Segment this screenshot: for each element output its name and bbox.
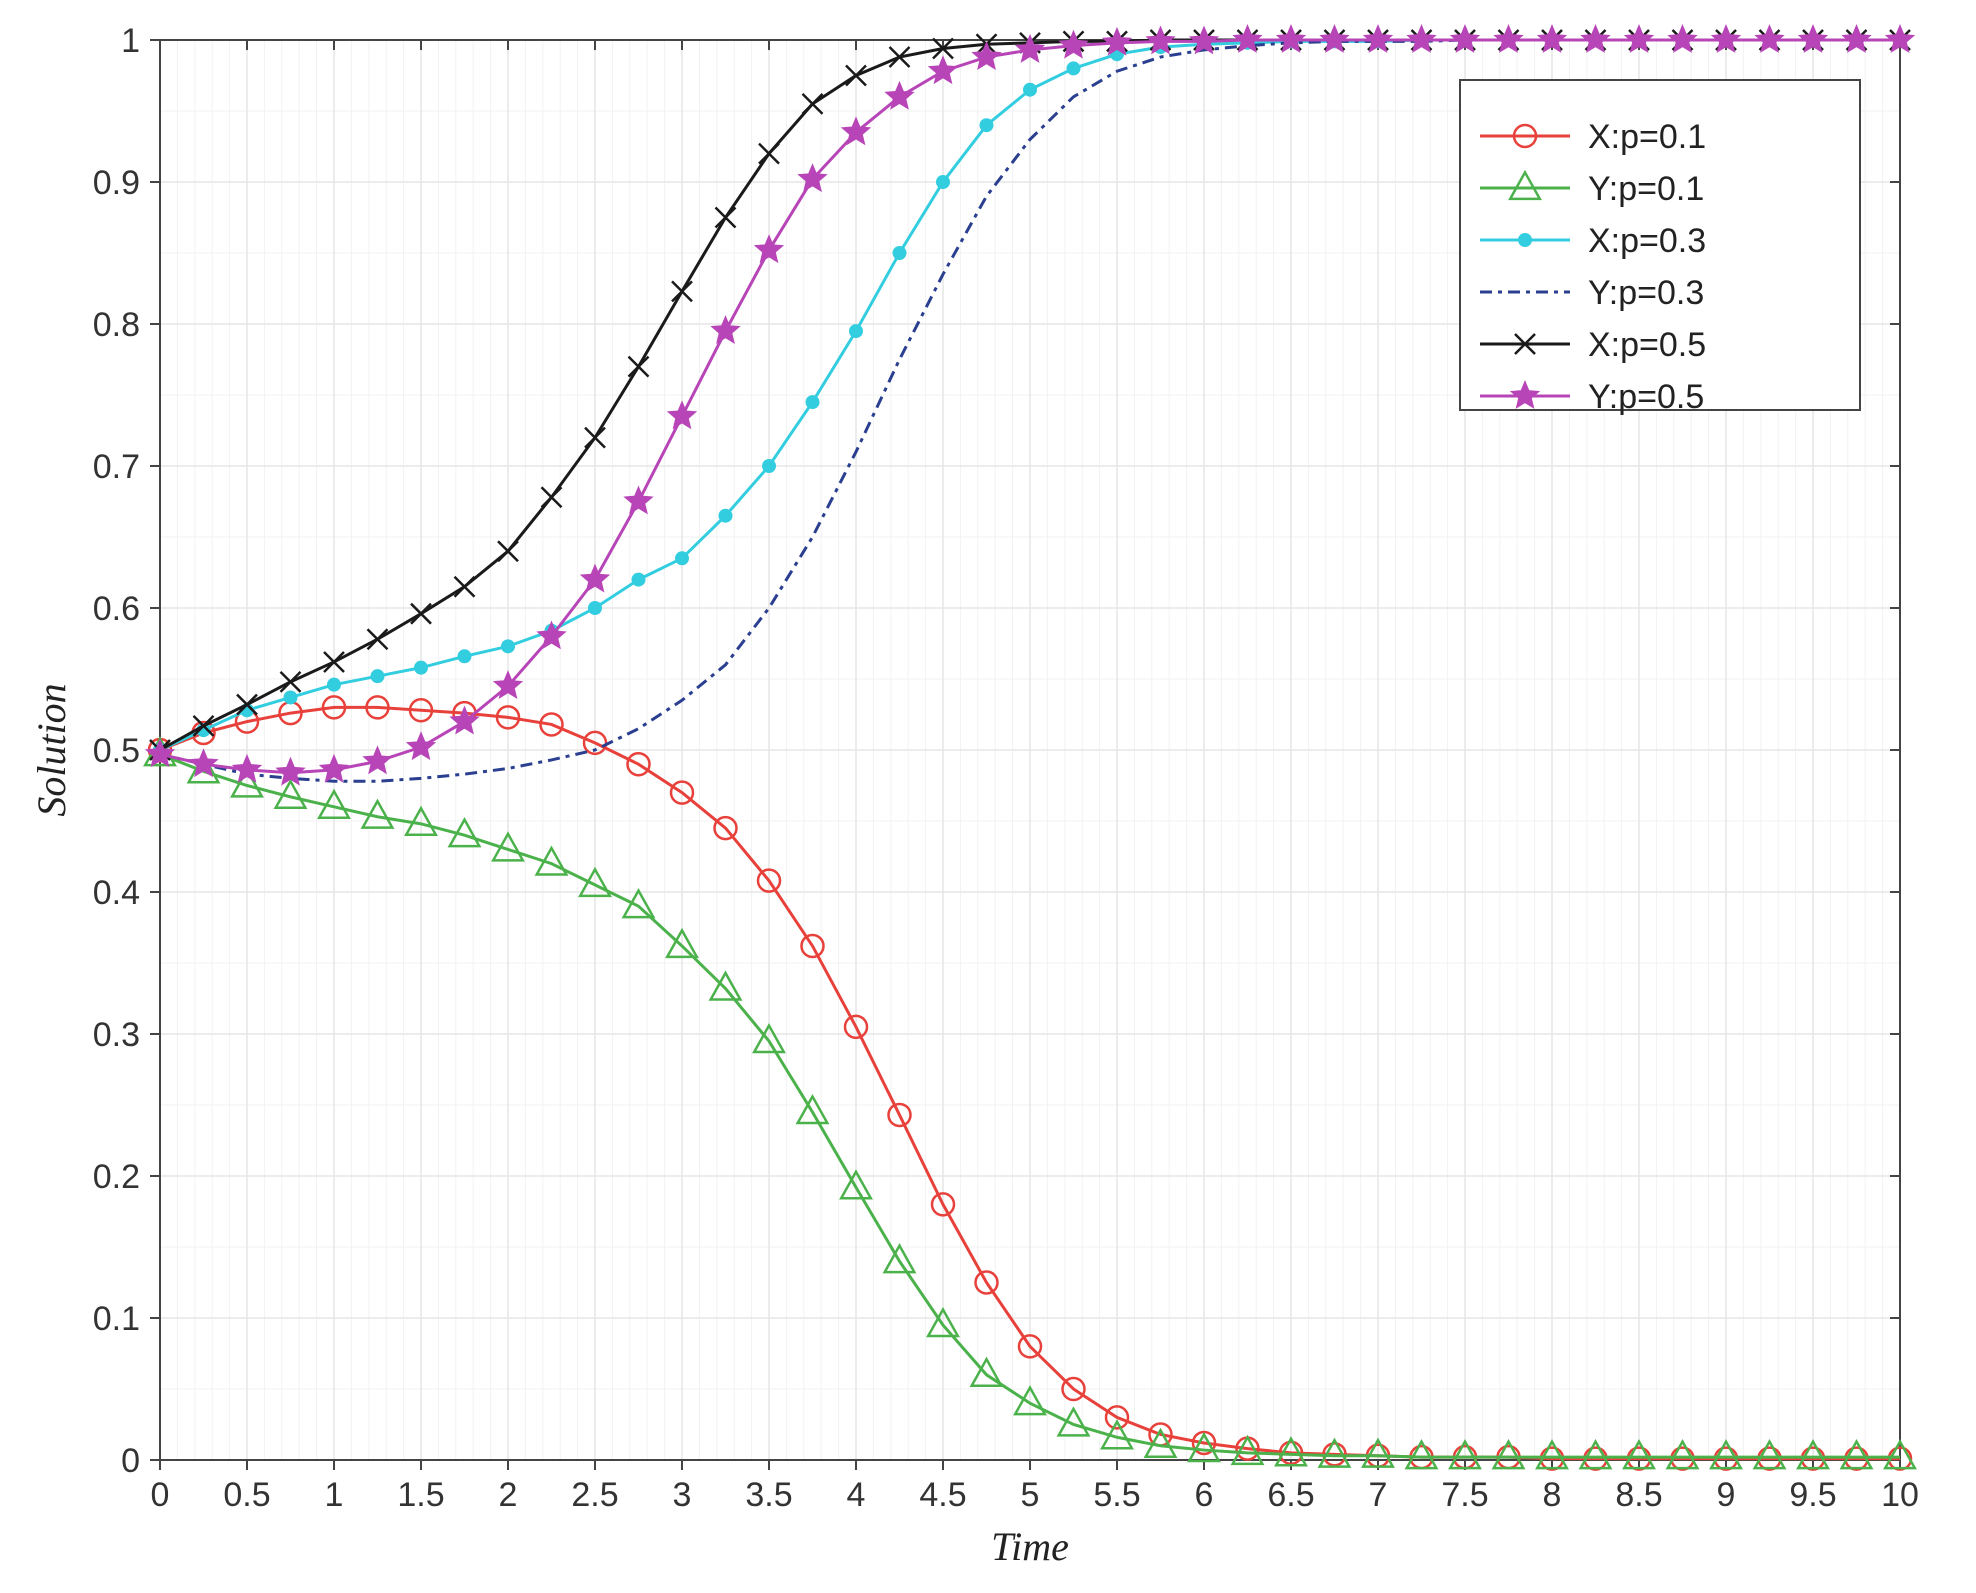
x-tick-label: 0.5 <box>223 1476 270 1514</box>
y-tick-label: 0 <box>121 1442 140 1480</box>
x-tick-label: 5.5 <box>1093 1476 1140 1514</box>
line-chart: 0 0.5 1 1.5 2 2.5 3 3.5 4 4.5 5 5.5 6 6.5 7 7.5 8 8.5 9 9.5… <box>0 0 1976 1593</box>
x-tick-label: 2 <box>499 1476 518 1514</box>
y-tick-label: 0.3 <box>93 1016 140 1054</box>
x-tick-label: 3.5 <box>745 1476 792 1514</box>
x-tick-label: 0 <box>151 1476 170 1514</box>
y-tick-label: 0.4 <box>93 874 140 912</box>
x-tick-label: 9 <box>1717 1476 1736 1514</box>
y-tick-label: 0.5 <box>93 732 140 770</box>
legend: X:p=0.1 Y:p=0.1 X:p=0.3 Y:p=0.3 X:p=0.5 Y:p=0… <box>1460 80 1860 416</box>
chart-svg: 0 0.5 1 1.5 2 2.5 3 3.5 4 4.5 5 5.5 6 6.5 7 7.5 8 8.5 9 9.5… <box>0 0 1976 1593</box>
x-tick-label: 2.5 <box>571 1476 618 1514</box>
x-tick-label: 8 <box>1543 1476 1562 1514</box>
y-tick-label: 0.8 <box>93 306 140 344</box>
x-tick-label: 6 <box>1195 1476 1214 1514</box>
x-tick-label: 4.5 <box>919 1476 966 1514</box>
x-tick-label: 7 <box>1369 1476 1388 1514</box>
y-tick-label: 0.2 <box>93 1158 140 1196</box>
x-tick-label: 4 <box>847 1476 866 1514</box>
x-tick-label: 9.5 <box>1789 1476 1836 1514</box>
legend-label-Y_p01: Y:p=0.1 <box>1588 170 1704 208</box>
legend-label-Y_p03: Y:p=0.3 <box>1588 274 1704 312</box>
x-tick-label: 6.5 <box>1267 1476 1314 1514</box>
x-tick-label: 5 <box>1021 1476 1040 1514</box>
legend-label-X_p03: X:p=0.3 <box>1588 222 1706 260</box>
y-axis-title: Solution <box>29 683 74 816</box>
x-axis-title: Time <box>991 1524 1069 1569</box>
y-tick-label: 0.6 <box>93 590 140 628</box>
x-tick-label: 7.5 <box>1441 1476 1488 1514</box>
x-tick-label: 3 <box>673 1476 692 1514</box>
legend-label-X_p01: X:p=0.1 <box>1588 118 1706 156</box>
x-tick-label: 10 <box>1881 1476 1919 1514</box>
legend-label-X_p05: X:p=0.5 <box>1588 326 1706 364</box>
y-tick-label: 0.7 <box>93 448 140 486</box>
x-tick-label: 8.5 <box>1615 1476 1662 1514</box>
legend-label-Y_p05: Y:p=0.5 <box>1588 378 1704 416</box>
x-tick-label: 1.5 <box>397 1476 444 1514</box>
x-tick-label: 1 <box>325 1476 344 1514</box>
y-tick-label: 1 <box>121 22 140 60</box>
y-tick-label: 0.9 <box>93 164 140 202</box>
y-tick-label: 0.1 <box>93 1300 140 1338</box>
